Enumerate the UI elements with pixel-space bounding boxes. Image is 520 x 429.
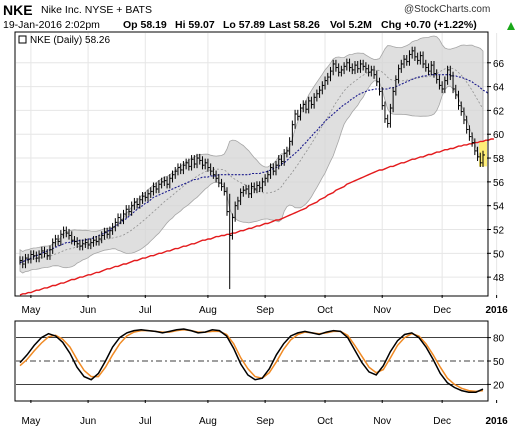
price-tick-label: 56 <box>493 178 505 189</box>
watermark: @StockCharts.com <box>404 4 491 15</box>
price-tick-label: 52 <box>493 226 505 237</box>
price-tick-label: 64 <box>493 83 505 94</box>
ticker-symbol: NKE <box>3 2 33 18</box>
price-tick-label: 50 <box>493 249 505 260</box>
company-name: Nike Inc. NYSE + BATS <box>41 4 152 16</box>
oscillator-month-label: Jun <box>80 416 96 427</box>
oscillator-month-label: Nov <box>373 416 391 427</box>
sma-200-line <box>19 138 494 296</box>
price-tick-label: 48 <box>493 273 505 284</box>
month-label: Sep <box>256 305 274 316</box>
oscillator-tick-label: 80 <box>493 334 505 345</box>
month-label: Dec <box>433 305 451 316</box>
bollinger-band <box>19 35 484 274</box>
price-panel-frame <box>14 31 489 297</box>
price-series <box>19 35 494 296</box>
month-label: Jul <box>139 305 152 316</box>
change: Chg +0.70 (+1.22%) <box>381 19 477 31</box>
up-triangle-icon <box>507 22 515 30</box>
oscillator-line <box>19 328 484 393</box>
oscillator-month-label: Oct <box>317 416 333 427</box>
legend-swatch <box>18 35 27 44</box>
month-label: Nov <box>373 305 391 316</box>
price-tick-label: 54 <box>493 202 505 213</box>
last-price: Last 58.26 <box>269 19 320 31</box>
oscillator-month-label: Sep <box>256 416 274 427</box>
oscillator-month-label: Dec <box>433 416 451 427</box>
low-price: Lo 57.89 <box>223 19 266 31</box>
month-label: Jun <box>80 305 96 316</box>
oscillator-axis: 20 50 80 May Jun Jul Aug Sep Oct Nov Dec 2016 <box>21 334 508 427</box>
month-label: May <box>21 305 40 316</box>
oscillator-month-label: May <box>21 416 40 427</box>
high-price: Hi 59.07 <box>175 19 215 31</box>
price-tick-label: 62 <box>493 106 505 117</box>
price-tick-label: 66 <box>493 59 505 70</box>
price-tick-label: 60 <box>493 130 505 141</box>
legend-label: NKE (Daily) 58.26 <box>30 35 110 46</box>
price-tick-label: 58 <box>493 154 505 165</box>
oscillator-line <box>19 329 484 393</box>
oscillator-series <box>19 328 484 393</box>
oscillator-month-label: 2016 <box>485 416 508 427</box>
month-label: Oct <box>317 305 333 316</box>
oscillator-tick-label: 50 <box>493 357 505 368</box>
oscillator-tick-label: 20 <box>493 380 505 391</box>
price-axis: 48 50 52 54 56 58 60 62 64 66 May Jun Jul Aug Sep Oct No… <box>21 59 508 316</box>
month-label: Aug <box>199 305 217 316</box>
chart-legend: NKE (Daily) 58.26 <box>18 35 110 46</box>
oscillator-month-label: Aug <box>199 416 217 427</box>
volume: Vol 5.2M <box>330 19 372 31</box>
month-label: 2016 <box>485 305 508 316</box>
oscillator-grid <box>16 337 487 385</box>
open-price: Op 58.19 <box>123 19 167 31</box>
oscillator-month-label: Jul <box>139 416 152 427</box>
date-time: 19-Jan-2016 2:02pm <box>3 19 100 31</box>
oscillator-panel-frame <box>14 320 489 402</box>
